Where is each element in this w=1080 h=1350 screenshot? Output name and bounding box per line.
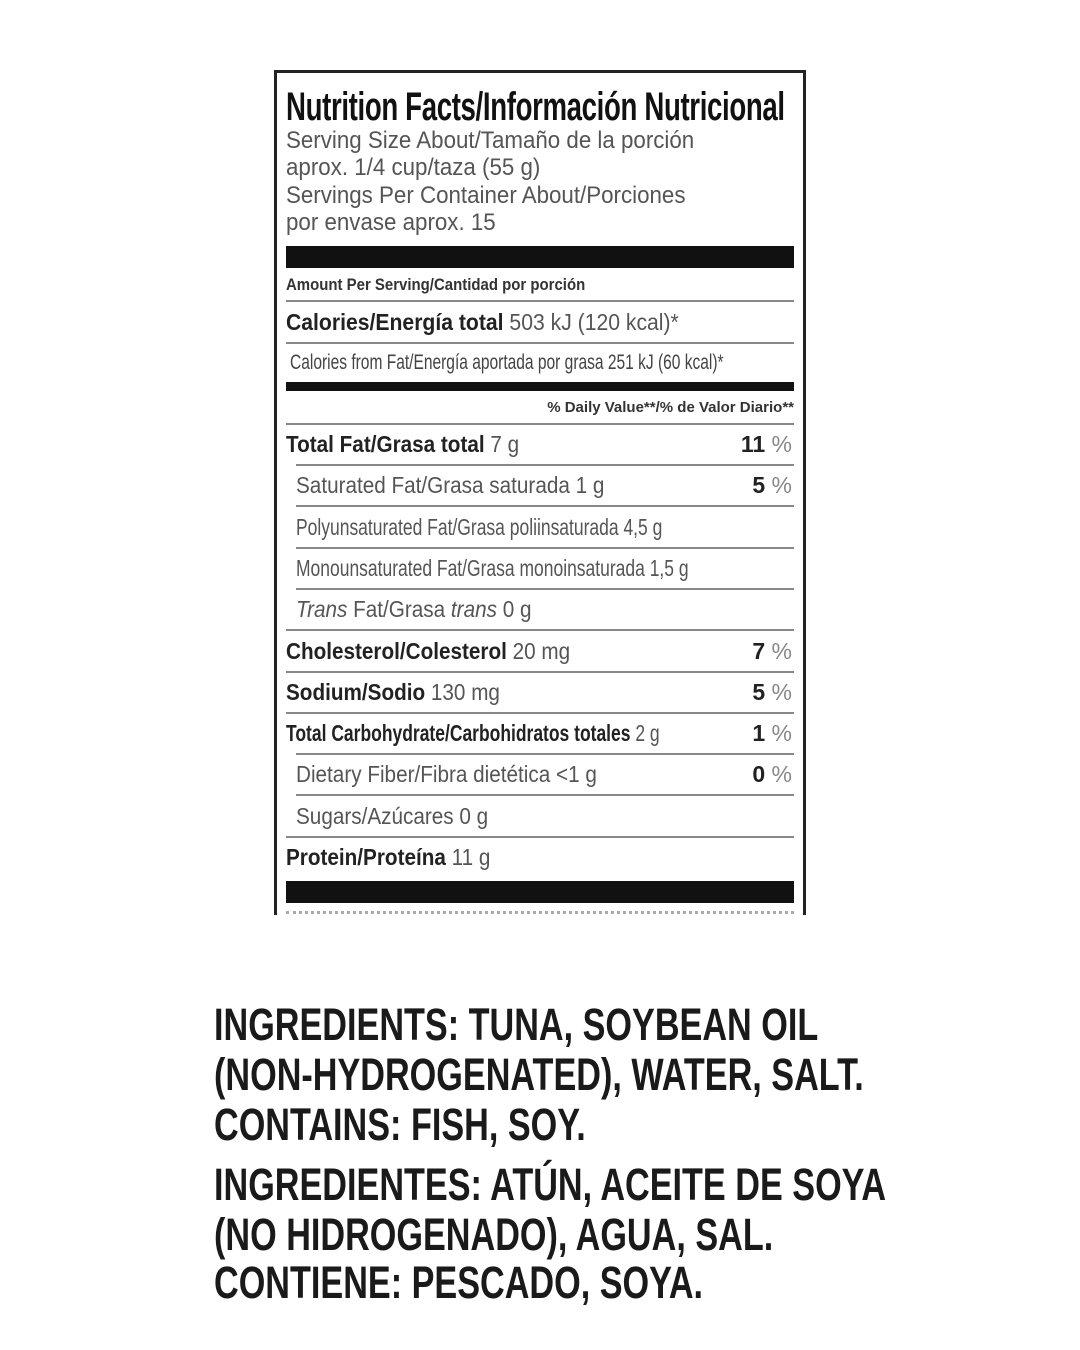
percent-sign: % xyxy=(771,637,792,664)
daily-value-number: 5 xyxy=(752,678,766,705)
serving-size-line-1: Serving Size About/Tamaño de la porción xyxy=(286,127,695,154)
nutrient-row: Trans Fat/Grasa trans 0 g xyxy=(286,590,794,632)
nutrient-row: Polyunsaturated Fat/Grasa poliinsaturada… xyxy=(286,508,794,549)
daily-value-percent: 11 % xyxy=(741,431,792,458)
daily-value-number: 7 xyxy=(752,637,766,664)
thick-divider xyxy=(286,246,794,268)
divider xyxy=(286,300,794,302)
daily-value-number: 1 xyxy=(752,720,766,747)
nutrient-label: Total Fat/Grasa total 7 g xyxy=(286,431,519,458)
divider xyxy=(296,464,794,466)
nutrient-name: Cholesterol/Colesterol xyxy=(286,637,507,664)
nutrition-facts-label: Nutrition Facts/Información Nutricional … xyxy=(274,70,806,915)
nutrient-amount: 2 g xyxy=(635,720,660,747)
daily-value-percent: 5 % xyxy=(752,472,792,499)
nutrient-name: Polyunsaturated Fat/Grasa poliinsaturada xyxy=(296,513,619,540)
nutrient-label: Total Carbohydrate/Carbohidratos totales… xyxy=(286,720,660,747)
nutrient-label-part: trans xyxy=(450,596,497,623)
divider xyxy=(296,587,794,590)
ingredientes-line-2: (NO HIDROGENADO), AGUA, SAL. xyxy=(214,1209,774,1260)
contiene-line: CONTIENE: PESCADO, SOYA. xyxy=(214,1257,704,1308)
nutrient-row: Monounsaturated Fat/Grasa monoinsaturada… xyxy=(286,549,794,590)
divider xyxy=(286,711,794,714)
nutrient-name: Protein/Proteína xyxy=(286,844,446,870)
percent-sign: % xyxy=(771,720,792,747)
nutrient-amount: <1 g xyxy=(556,761,597,788)
nutrient-amount: 20 mg xyxy=(512,637,571,664)
daily-value-percent: 5 % xyxy=(752,679,792,706)
nutrient-label-part: Trans xyxy=(296,596,348,623)
amount-per-serving: Amount Per Serving/Cantidad por porción xyxy=(286,275,586,294)
nutrient-amount: 4,5 g xyxy=(623,513,663,540)
nutrient-amount: 11 g xyxy=(451,844,491,870)
nutrient-amount: 1 g xyxy=(575,472,605,499)
nutrient-amount: 0 g xyxy=(459,802,489,829)
percent-sign: % xyxy=(771,472,792,499)
nutrient-row: Sodium/Sodio 130 mg 5 % xyxy=(286,673,794,714)
daily-value-percent: 7 % xyxy=(752,638,792,665)
nutrient-name: Saturated Fat/Grasa saturada xyxy=(296,472,570,499)
nutrient-name: Sodium/Sodio xyxy=(286,678,426,705)
divider xyxy=(286,670,794,673)
calories-value: 503 kJ (120 kcal)* xyxy=(509,309,679,335)
nutrient-amount: 0 g xyxy=(502,596,532,623)
nutrient-name: Sugars/Azúcares xyxy=(296,802,454,829)
percent-sign: % xyxy=(771,431,792,457)
nutrient-row: Sugars/Azúcares 0 g xyxy=(286,797,794,838)
thick-divider xyxy=(286,881,794,903)
contains-line: CONTAINS: FISH, SOY. xyxy=(214,1099,586,1150)
nutrient-amount: 130 mg xyxy=(430,678,500,705)
nutrient-label: Dietary Fiber/Fibra dietética <1 g xyxy=(296,761,597,788)
nutrient-label-part: Fat/Grasa xyxy=(347,596,451,623)
medium-divider xyxy=(286,382,794,391)
daily-value-number: 5 xyxy=(752,472,766,499)
nutrient-amount: 1,5 g xyxy=(649,554,689,581)
nutrient-name: Monounsaturated Fat/Grasa monoinsaturada xyxy=(296,554,645,581)
nutrient-name: Total Fat/Grasa total xyxy=(286,431,485,457)
calories-row: Calories/Energía total 503 kJ (120 kcal)… xyxy=(286,309,679,336)
nutrient-amount: 7 g xyxy=(490,431,520,457)
nutrient-label: Cholesterol/Colesterol 20 mg xyxy=(286,638,570,665)
nutrient-row: Dietary Fiber/Fibra dietética <1 g 0 % xyxy=(286,755,794,797)
nutrient-row: Total Fat/Grasa total 7 g 11 % xyxy=(286,425,794,466)
nutrient-row: Total Carbohydrate/Carbohidratos totales… xyxy=(286,714,794,756)
divider xyxy=(286,835,794,838)
nutrient-label: Sodium/Sodio 130 mg xyxy=(286,679,500,706)
calories-from-fat: Calories from Fat/Energía aportada por g… xyxy=(290,351,724,374)
divider xyxy=(296,753,794,756)
servings-per-container-line-1: Servings Per Container About/Porciones xyxy=(286,182,686,209)
nutrient-label: Sugars/Azúcares 0 g xyxy=(296,803,488,830)
daily-value-percent: 0 % xyxy=(752,761,792,788)
calories-label: Calories/Energía total xyxy=(286,309,504,335)
label-title: Nutrition Facts/Información Nutricional xyxy=(286,85,785,129)
nutrient-label: Polyunsaturated Fat/Grasa poliinsaturada… xyxy=(296,514,662,541)
serving-size-line-2: aprox. 1/4 cup/taza (55 g) xyxy=(286,154,541,181)
daily-value-header: % Daily Value**/% de Valor Diario** xyxy=(547,399,794,416)
nutrient-name: Total Carbohydrate/Carbohidratos totales xyxy=(286,720,631,747)
divider xyxy=(286,342,794,344)
nutrient-label: Monounsaturated Fat/Grasa monoinsaturada… xyxy=(296,555,689,582)
ingredients-line-1: INGREDIENTS: TUNA, SOYBEAN OIL xyxy=(214,999,819,1050)
footnote-cutoff xyxy=(286,911,794,914)
daily-value-percent: 1 % xyxy=(752,720,792,747)
divider xyxy=(286,423,794,425)
percent-sign: % xyxy=(771,761,792,788)
servings-per-container-line-2: por envase aprox. 15 xyxy=(286,209,496,236)
nutrient-row: Saturated Fat/Grasa saturada 1 g 5 % xyxy=(286,466,794,508)
nutrient-label: Saturated Fat/Grasa saturada 1 g xyxy=(296,472,604,499)
nutrient-label: Trans Fat/Grasa trans 0 g xyxy=(296,596,531,623)
nutrient-label: Protein/Proteína 11 g xyxy=(286,844,490,871)
percent-sign: % xyxy=(771,678,792,705)
ingredients-line-2: (NON-HYDROGENATED), WATER, SALT. xyxy=(214,1049,864,1100)
divider xyxy=(296,546,794,549)
divider xyxy=(296,505,794,508)
daily-value-number: 0 xyxy=(752,761,766,788)
nutrient-row: Protein/Proteína 11 g xyxy=(286,838,794,879)
nutrient-name: Dietary Fiber/Fibra dietética xyxy=(296,761,551,788)
ingredientes-line-1: INGREDIENTES: ATÚN, ACEITE DE SOYA xyxy=(214,1159,887,1210)
divider xyxy=(296,794,794,797)
nutrient-row: Cholesterol/Colesterol 20 mg 7 % xyxy=(286,632,794,673)
divider xyxy=(286,629,794,632)
daily-value-number: 11 xyxy=(740,431,766,457)
